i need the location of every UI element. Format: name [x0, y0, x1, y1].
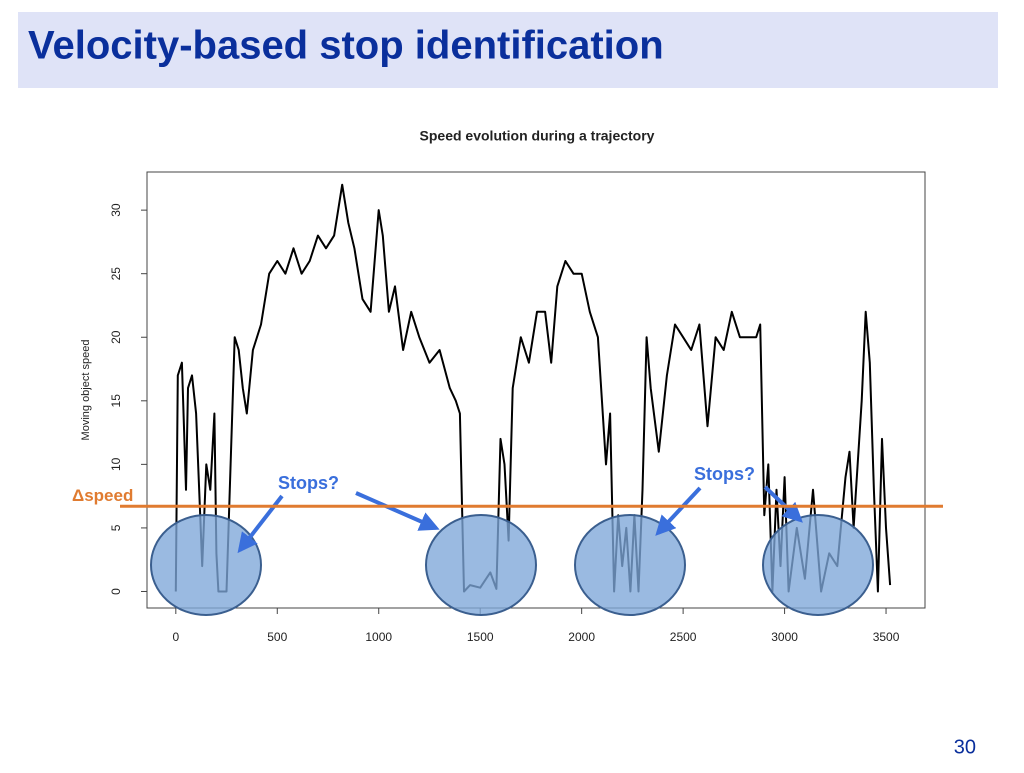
annotation: Stops?	[694, 464, 755, 484]
y-tick-label: 10	[109, 457, 123, 471]
plot: 0 500 1000 1500 2000 2500 3000 3500 0 5 10 15 20 25 30	[109, 171, 926, 644]
x-tick-label: 500	[267, 630, 287, 644]
title-band	[18, 12, 998, 88]
annotation: Stops?	[278, 473, 339, 493]
x-tick-label: 2000	[568, 630, 595, 644]
stop-circle	[574, 514, 686, 616]
x-tick-label: 3500	[873, 630, 900, 644]
arrows	[237, 485, 803, 554]
x-tick-label: 0	[172, 630, 179, 644]
arrow	[763, 485, 803, 523]
y-tick-label: 30	[109, 203, 123, 217]
stop-circle	[762, 514, 874, 616]
y-tick-label: 0	[109, 588, 123, 595]
threshold-label: Δspeed	[72, 486, 133, 505]
chart-title: Speed evolution during a trajectory	[420, 128, 655, 144]
x-tick-label: 2500	[670, 630, 697, 644]
y-tick-label: 20	[109, 330, 123, 344]
stop-circle	[425, 514, 537, 616]
slide-title: Velocity-based stop identification	[28, 24, 664, 68]
arrow	[237, 494, 284, 554]
y-tick-label: 15	[109, 394, 123, 408]
arrow	[655, 486, 702, 536]
page-number: 30	[954, 736, 976, 758]
y-tick-label: 25	[109, 267, 123, 281]
speed-line	[174, 183, 892, 593]
overlay	[150, 514, 874, 616]
plot-box	[146, 171, 926, 609]
x-tick-label: 1500	[467, 630, 494, 644]
arrow	[355, 491, 440, 531]
y-axis-label: Moving object speed	[80, 340, 92, 441]
stop-circle	[150, 514, 262, 616]
x-tick-label: 3000	[771, 630, 798, 644]
x-tick-label: 1000	[365, 630, 392, 644]
y-tick-label: 5	[109, 524, 123, 531]
